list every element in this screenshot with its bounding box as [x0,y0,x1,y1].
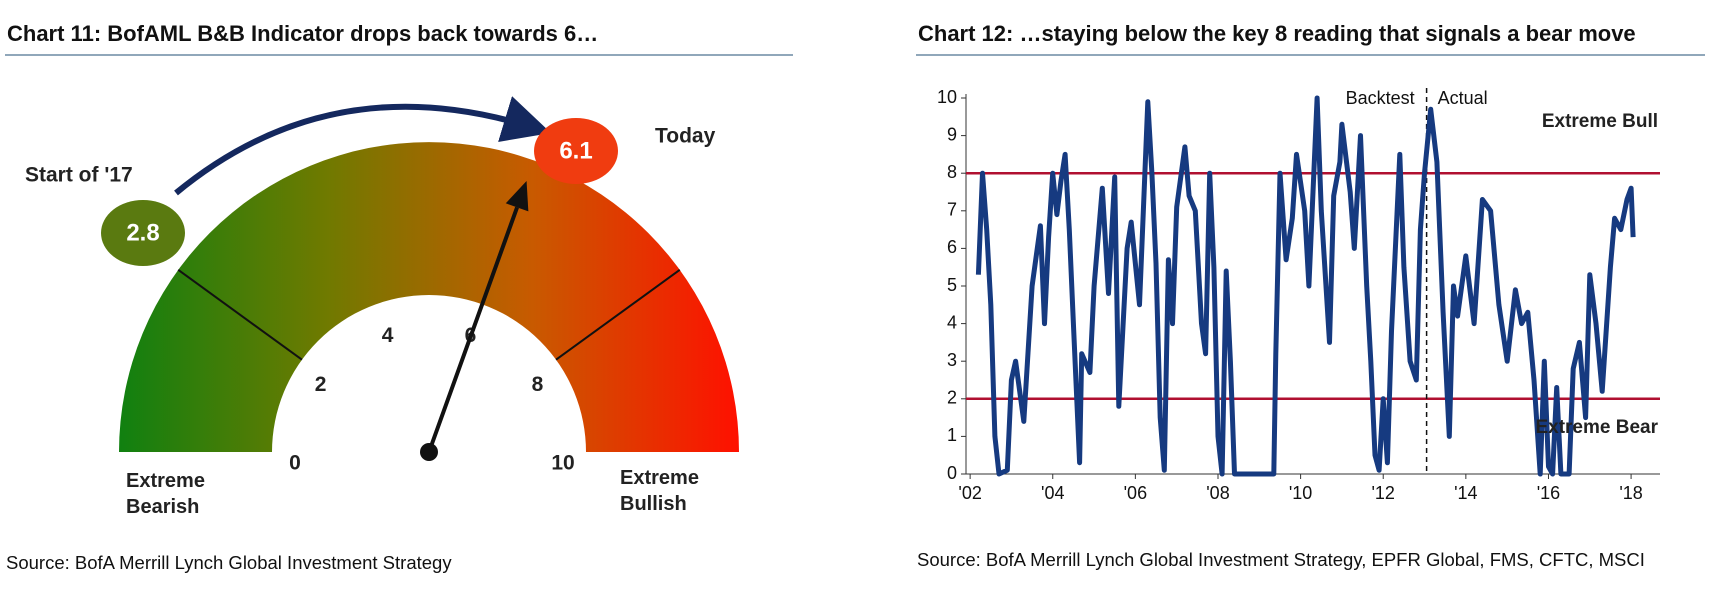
y-tick-label: 5 [947,275,957,295]
y-tick-label: 3 [947,350,957,370]
gauge-tick-label: 4 [382,324,394,347]
y-tick-label: 8 [947,162,957,182]
gauge-tick-label: 2 [315,373,327,396]
divider-label: Actual [1438,88,1488,108]
data-line [975,95,1636,477]
gauge-tick-label: 10 [551,452,574,475]
gauge-band [119,142,739,452]
y-tick-label: 1 [947,425,957,445]
y-tick-label: 2 [947,388,957,408]
gauge-tick-label: 0 [289,452,301,475]
y-tick-label: 6 [947,237,957,257]
chart-title: Chart 11: BofAML B&B Indicator drops bac… [7,21,598,46]
y-tick-label: 10 [937,87,957,107]
x-tick-label: '14 [1454,483,1477,503]
source-note: Source: BofA Merrill Lynch Global Invest… [917,549,1645,570]
divider-label: Backtest [1346,88,1415,108]
x-tick-label: '16 [1537,483,1560,503]
x-tick-label: '12 [1371,483,1394,503]
needle-head [505,181,529,212]
marker-bubble [101,200,185,266]
x-tick-label: '08 [1206,483,1229,503]
y-tick-label: 4 [947,312,957,332]
x-tick-label: '06 [1124,483,1147,503]
marker-value: 2.8 [126,219,159,246]
needle-hub [420,443,438,461]
marker-bubble [534,118,618,184]
x-tick-label: '18 [1619,483,1642,503]
needle [427,206,519,453]
marker-label: Today [655,125,716,148]
x-tick-label: '04 [1041,483,1064,503]
x-tick-label: '10 [1289,483,1312,503]
zone-label: Extreme Bullish [620,467,699,515]
y-tick-label: 0 [947,463,957,483]
reference-label: Extreme Bull [1541,111,1658,133]
gauge-tick-label: 8 [532,373,544,396]
zone-label: Extreme Bearish [126,470,205,518]
y-tick-label: 7 [947,200,957,220]
y-tick-label: 9 [947,124,957,144]
zone-boundary [177,268,303,361]
marker-value: 6.1 [559,137,592,164]
chart-title: Chart 12: …staying below the key 8 readi… [918,21,1636,46]
progress-arrow [174,96,551,196]
marker-label: Start of '17 [25,164,133,187]
reference-label: Extreme Bear [1535,416,1658,438]
zone-boundary [555,268,681,361]
source-note: Source: BofA Merrill Lynch Global Invest… [6,552,452,573]
x-tick-label: '02 [958,483,981,503]
